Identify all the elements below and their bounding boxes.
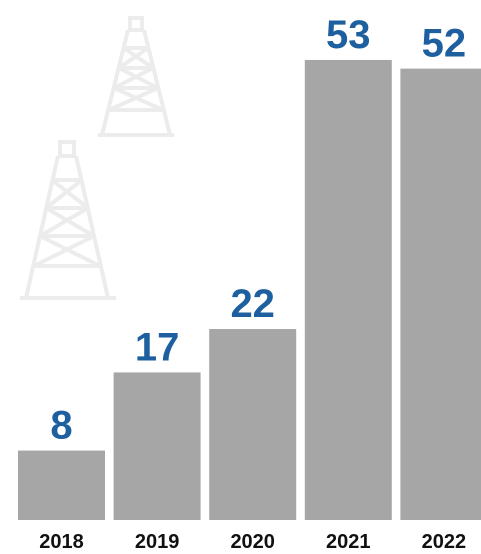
bar [305,60,392,520]
x-tick-label: 2021 [326,531,371,553]
chart: 8 2018 17 2019 22 2020 53 2021 52 2022 [0,0,481,554]
x-tick-label: 2020 [230,531,275,553]
bar [400,69,481,520]
data-label: 22 [230,282,275,326]
data-label: 17 [135,325,180,369]
data-label: 53 [326,13,371,57]
bar [18,451,105,520]
data-label: 52 [422,22,467,66]
x-tick-label: 2019 [135,531,180,553]
data-label: 8 [50,404,72,448]
derrick-icon [20,142,116,298]
x-tick-label: 2018 [39,531,84,553]
x-tick-label: 2022 [422,531,467,553]
derrick-icon [98,18,174,135]
bar [114,372,201,520]
bar [209,329,296,520]
